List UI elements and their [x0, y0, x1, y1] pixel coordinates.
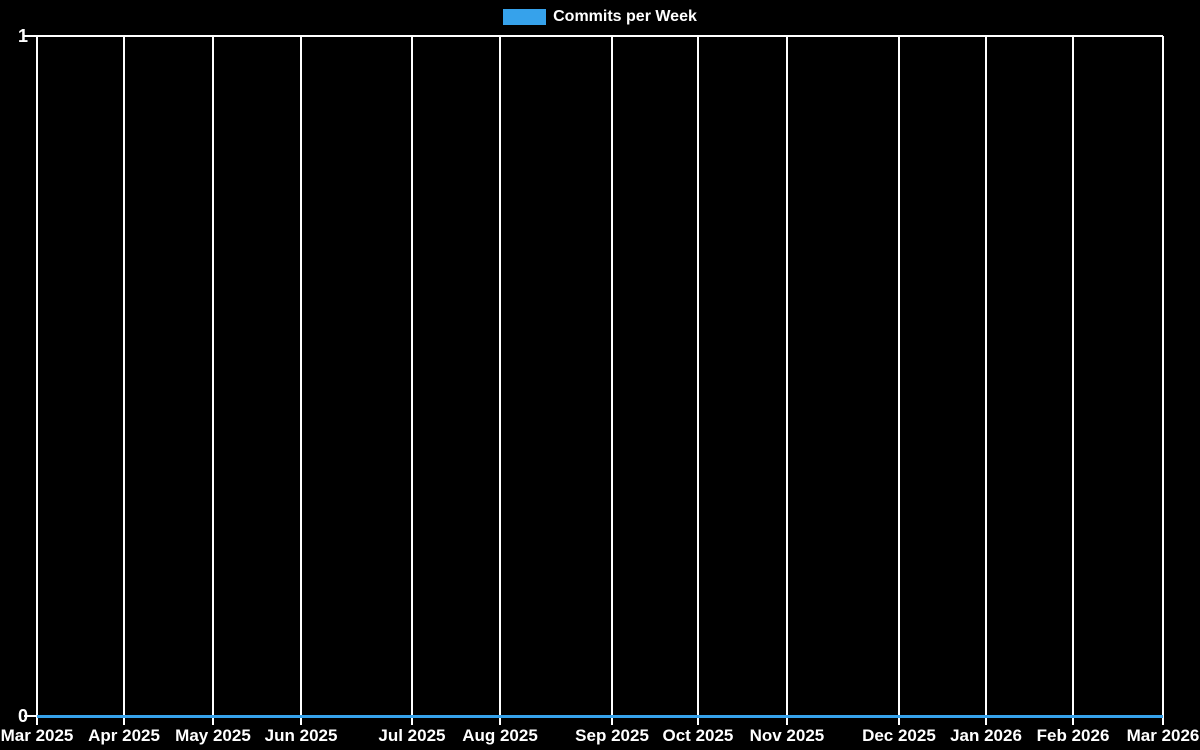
- data-line-commits-per-week: [37, 714, 1163, 718]
- plot-area[interactable]: [37, 36, 1163, 716]
- x-tick-label: Mar 2026: [1126, 726, 1200, 745]
- x-tick-label: Mar 2025: [0, 726, 74, 745]
- gridline: [300, 36, 303, 725]
- chart-legend: Commits per Week: [0, 8, 1200, 26]
- x-tick-label: Jan 2026: [950, 726, 1022, 745]
- x-tick-label: Nov 2025: [749, 726, 825, 745]
- gridline: [499, 36, 501, 725]
- x-tick-label: Jun 2025: [264, 726, 338, 745]
- gridline: [785, 36, 788, 725]
- gridline: [123, 36, 126, 725]
- x-tick-label: Oct 2025: [662, 726, 734, 745]
- gridline: [611, 36, 614, 725]
- legend-swatch: [503, 9, 547, 25]
- gridline: [1162, 36, 1164, 725]
- x-tick-label: May 2025: [175, 726, 251, 745]
- y-tick-label: 0: [17, 706, 28, 726]
- x-tick-label: Apr 2025: [88, 726, 160, 745]
- y-tick-label: 1: [17, 26, 28, 46]
- legend-item-commits-per-week[interactable]: Commits per Week: [503, 8, 697, 26]
- x-tick-label: Aug 2025: [462, 726, 538, 745]
- legend-label: Commits per Week: [553, 8, 697, 25]
- x-tick-label: Feb 2026: [1036, 726, 1110, 745]
- y-tick-mark: [24, 715, 37, 717]
- gridline: [36, 36, 38, 725]
- gridline: [696, 36, 699, 725]
- x-tick-label: Sep 2025: [575, 726, 649, 745]
- gridline: [1072, 36, 1075, 725]
- gridline: [984, 36, 987, 725]
- x-tick-label: Jul 2025: [378, 726, 446, 745]
- gridline: [211, 36, 214, 725]
- gridline: [410, 36, 413, 725]
- chart-top-border: [24, 35, 1163, 37]
- gridline: [897, 36, 900, 725]
- x-tick-label: Dec 2025: [862, 726, 936, 745]
